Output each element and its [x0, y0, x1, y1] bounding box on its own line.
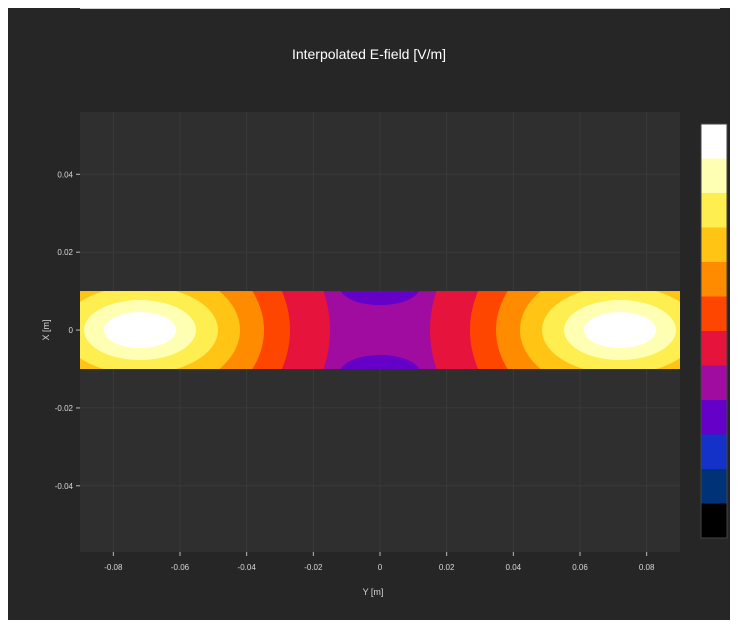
x-tick-label: 0.02 — [439, 563, 455, 572]
x-tick-label: 0.04 — [506, 563, 522, 572]
contour-band — [341, 291, 419, 306]
contour-band — [104, 312, 176, 349]
contour-band — [584, 312, 656, 349]
y-tick-label: 0 — [69, 326, 74, 335]
x-tick-label: -0.04 — [238, 563, 257, 572]
y-tick-label: -0.02 — [55, 404, 74, 413]
colorbar-level — [701, 193, 727, 228]
chart-frame: Interpolated E-field [V/m] -0.08 -0.06 -0.… — [8, 8, 730, 620]
y-axis-ticks: 0.04 0.02 0 -0.02 -0.04 — [55, 170, 80, 491]
colorbar-level — [701, 262, 727, 297]
colorbar-level — [701, 400, 727, 435]
colorbar-level — [701, 158, 727, 194]
x-tick-label: -0.06 — [171, 563, 190, 572]
colorbar-level — [701, 227, 727, 263]
y-tick-label: 0.04 — [57, 170, 73, 179]
colorbar-level — [701, 124, 727, 159]
field-contours — [80, 291, 680, 369]
colorbar-level — [701, 331, 727, 366]
y-tick-label: 0.02 — [57, 248, 73, 257]
y-axis-label: X [m] — [41, 319, 51, 340]
colorbar-level — [701, 365, 727, 401]
contour-band — [341, 354, 419, 369]
x-tick-label: 0.06 — [572, 563, 588, 572]
top-border-line — [80, 8, 720, 9]
colorbar-level — [701, 469, 727, 504]
plot-area — [80, 112, 680, 552]
colorbar-level — [701, 296, 727, 332]
x-tick-label: -0.08 — [104, 563, 123, 572]
x-tick-label: 0.08 — [639, 563, 655, 572]
x-axis-ticks: -0.08 -0.06 -0.04 -0.02 0 0.02 0.04 0.06 0.08 — [104, 552, 655, 572]
colorbar-level — [701, 434, 727, 470]
chart-svg: -0.08 -0.06 -0.04 -0.02 0 0.02 0.04 0.06 0.08 0.… — [41, 112, 728, 597]
chart-title: Interpolated E-field [V/m] — [291, 46, 447, 62]
x-tick-label: -0.02 — [304, 563, 323, 572]
y-tick-label: -0.04 — [55, 482, 74, 491]
colorbar-level — [701, 503, 727, 539]
x-tick-label: 0 — [378, 563, 383, 572]
colorbar — [700, 123, 728, 539]
colorbar-border — [700, 123, 728, 539]
x-axis-label: Y [m] — [363, 587, 384, 597]
